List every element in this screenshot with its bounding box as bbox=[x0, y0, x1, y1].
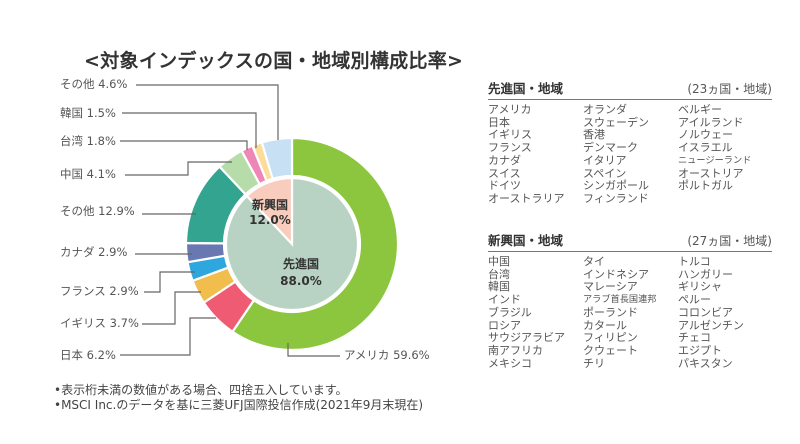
emerging-country: 南アフリカ bbox=[488, 343, 543, 357]
emerging-country: アラブ首長国連邦 bbox=[583, 294, 657, 306]
emerging-country: ハンガリー bbox=[678, 267, 733, 281]
developed-country: ニュージーランド bbox=[678, 154, 752, 166]
developed-country: スウェーデン bbox=[583, 115, 649, 129]
developed-country: アメリカ bbox=[488, 103, 532, 116]
emerging-country: インドネシア bbox=[583, 267, 649, 281]
leader-line-7 bbox=[120, 140, 248, 150]
slice-label-1: 日本 6.2% bbox=[60, 348, 116, 362]
slice-label-7: 台湾 1.8% bbox=[60, 134, 116, 148]
developed-country-list: アメリカ オランダ ベルギー日本 スウェーデン アイルランドイギリス 香港 ノルウェーフラン… bbox=[488, 103, 772, 206]
footnotes: •表示桁未満の数値がある場合、四捨五入しています。 •MSCI Inc.のデータ… bbox=[54, 383, 423, 413]
inner-pie-border bbox=[224, 176, 360, 312]
emerging-country: クウェート bbox=[583, 343, 638, 357]
slice-label-4: カナダ 2.9% bbox=[60, 245, 127, 259]
slice-label-6: 中国 4.1% bbox=[60, 167, 116, 181]
developed-panel: 先進国・地域 (23ヵ国・地域) アメリカ オランダ ベルギー日本 スウェーデン アイル… bbox=[488, 78, 772, 206]
leader-line-2 bbox=[142, 291, 201, 325]
developed-country: フィンランド bbox=[583, 191, 649, 205]
emerging-country: 韓国 bbox=[488, 280, 510, 294]
emerging-country: マレーシア bbox=[583, 280, 638, 294]
leader-line-0 bbox=[287, 343, 340, 357]
emerging-panel: 新興国・地域 (27ヵ国・地域) 中国 タイ トルコ台湾 インドネシア ハンガリー韓国 マ… bbox=[488, 230, 772, 370]
developed-country: デンマーク bbox=[583, 141, 638, 155]
developed-country: カナダ bbox=[488, 153, 521, 167]
inner-label-developed-name: 先進国 bbox=[283, 256, 319, 271]
emerging-country: コロンビア bbox=[678, 305, 733, 319]
emerging-country: 中国 bbox=[488, 255, 510, 268]
leader-line-1 bbox=[120, 317, 216, 356]
emerging-country: チリ bbox=[583, 356, 605, 370]
emerging-country: タイ bbox=[583, 255, 605, 268]
developed-country: ノルウェー bbox=[678, 128, 733, 142]
developed-country: ドイツ bbox=[488, 179, 521, 193]
developed-country: スイス bbox=[488, 166, 521, 180]
inner-label-developed-value: 88.0% bbox=[280, 274, 322, 288]
emerging-country: ロシア bbox=[488, 318, 521, 332]
developed-country: 日本 bbox=[488, 115, 510, 129]
inner-label-emerging-value: 12.0% bbox=[249, 213, 291, 227]
slice-label-5: その他 12.9% bbox=[60, 204, 135, 218]
leader-line-6 bbox=[125, 161, 232, 176]
developed-country: ポルトガル bbox=[678, 179, 733, 193]
emerging-title: 新興国・地域 bbox=[488, 233, 564, 248]
emerging-country: インド bbox=[488, 293, 521, 307]
donut-chart: アメリカ 59.6% 日本 6.2% イギリス 3.7% フランス 2.9% カナダ 2… bbox=[60, 77, 430, 362]
developed-country: イスラエル bbox=[678, 141, 733, 155]
footnote-source: •MSCI Inc.のデータを基に三菱UFJ国際投信作成(2021年9月末現在) bbox=[54, 398, 424, 412]
leader-line-3 bbox=[144, 271, 195, 293]
emerging-country: フィリピン bbox=[583, 331, 638, 345]
developed-country: イギリス bbox=[488, 128, 532, 142]
developed-country bbox=[678, 193, 772, 206]
emerging-country: 台湾 bbox=[488, 267, 510, 281]
emerging-country: パキスタン bbox=[678, 356, 733, 370]
developed-country: ベルギー bbox=[678, 103, 722, 116]
developed-country: オーストリア bbox=[678, 166, 744, 180]
emerging-country: ポーランド bbox=[583, 305, 638, 319]
developed-title: 先進国・地域 bbox=[488, 81, 564, 96]
developed-count: (23ヵ国・地域) bbox=[687, 82, 772, 96]
inner-label-emerging-name: 新興国 bbox=[252, 197, 288, 212]
chart-title: <対象インデックスの国・地域別構成比率> bbox=[84, 50, 464, 72]
emerging-country: エジプト bbox=[678, 343, 722, 357]
inner-pie bbox=[224, 176, 360, 312]
emerging-country: トルコ bbox=[678, 255, 711, 268]
footnote-rounding: •表示桁未満の数値がある場合、四捨五入しています。 bbox=[54, 383, 348, 397]
slice-label-3: フランス 2.9% bbox=[60, 284, 139, 298]
slice-label-0: アメリカ 59.6% bbox=[344, 348, 430, 362]
leader-line-8 bbox=[122, 112, 257, 148]
leader-lines bbox=[120, 84, 340, 357]
developed-country: フランス bbox=[488, 141, 532, 155]
slice-label-9: その他 4.6% bbox=[60, 77, 127, 91]
emerging-country: メキシコ bbox=[488, 356, 532, 370]
emerging-country: ブラジル bbox=[488, 305, 532, 319]
developed-country: オランダ bbox=[583, 103, 627, 116]
developed-country: アイルランド bbox=[678, 115, 744, 129]
slice-label-8: 韓国 1.5% bbox=[60, 106, 116, 120]
developed-country: イタリア bbox=[583, 153, 627, 167]
developed-country: スペイン bbox=[583, 166, 627, 180]
developed-country: オーストラリア bbox=[488, 191, 565, 205]
emerging-country: チェコ bbox=[678, 331, 711, 345]
emerging-country: ペルー bbox=[678, 293, 711, 307]
emerging-count: (27ヵ国・地域) bbox=[687, 234, 772, 248]
emerging-country: アルゼンチン bbox=[678, 318, 744, 332]
emerging-country: カタール bbox=[583, 318, 627, 332]
emerging-country: ギリシャ bbox=[678, 280, 722, 294]
slice-label-2: イギリス 3.7% bbox=[60, 316, 139, 330]
leader-line-9 bbox=[136, 84, 279, 140]
emerging-country-list: 中国 タイ トルコ台湾 インドネシア ハンガリー韓国 マレーシア ギリシャインド アラブ首長国… bbox=[488, 255, 772, 370]
developed-country: シンガポール bbox=[583, 179, 649, 193]
emerging-country: サウジアラビア bbox=[488, 331, 565, 345]
developed-country: 香港 bbox=[583, 128, 605, 142]
slice-labels: アメリカ 59.6% 日本 6.2% イギリス 3.7% フランス 2.9% カナダ 2… bbox=[60, 77, 430, 362]
